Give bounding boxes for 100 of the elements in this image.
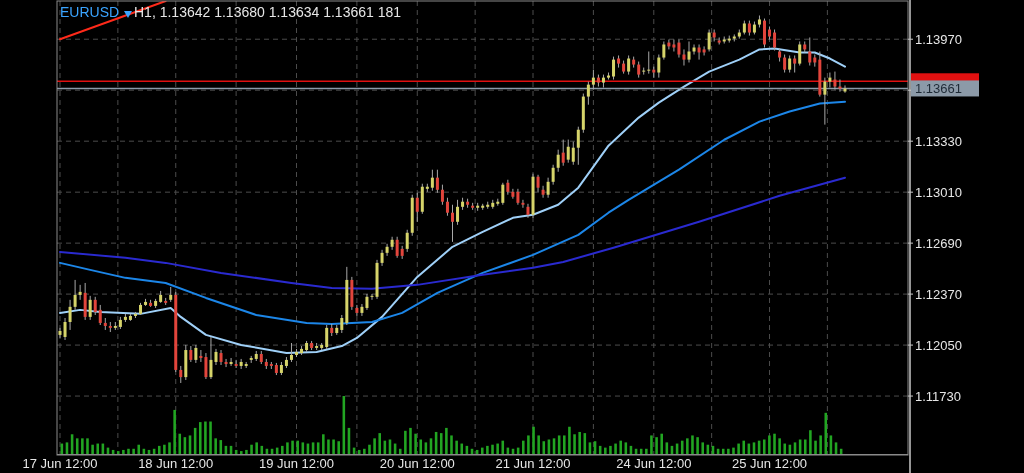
bar — [814, 440, 817, 454]
bar — [414, 433, 417, 454]
bar — [137, 444, 141, 454]
bar — [645, 448, 648, 454]
y-tick-label: 1.13010 — [915, 184, 962, 200]
bar — [742, 440, 746, 454]
candlestick — [647, 51, 651, 75]
candlestick — [672, 39, 676, 52]
candlestick — [657, 54, 661, 79]
line-series — [59, 176, 846, 290]
bar — [803, 439, 807, 454]
bar — [209, 421, 212, 454]
candlestick — [415, 192, 419, 223]
bar — [250, 444, 253, 454]
candlestick — [838, 79, 842, 93]
candlestick — [385, 243, 389, 257]
line-series — [59, 100, 846, 325]
bar — [491, 444, 494, 454]
bar — [332, 439, 335, 454]
bar — [255, 442, 258, 454]
candlestick — [823, 77, 827, 126]
bar — [127, 448, 130, 454]
bar — [322, 434, 325, 454]
bar — [737, 443, 740, 454]
candlestick — [591, 69, 595, 91]
candlestick — [390, 236, 394, 251]
bar — [486, 445, 489, 454]
bar — [240, 451, 243, 454]
x-tick-label: 19 Jun 12:00 — [258, 456, 335, 471]
bar — [696, 437, 699, 454]
bar — [173, 409, 176, 454]
bar — [660, 433, 663, 454]
bar — [701, 442, 705, 454]
candlestick — [68, 299, 72, 331]
ref-line-label: 1.13661 — [915, 81, 962, 96]
bar — [809, 430, 812, 454]
candlestick — [63, 317, 67, 341]
bar — [337, 441, 340, 454]
bar — [783, 443, 787, 454]
candlestick — [798, 40, 802, 67]
x-tick-label: 18 Jun 12:00 — [138, 456, 214, 471]
candlestick — [833, 71, 837, 91]
bar — [727, 448, 730, 454]
x-tick-label: 25 Jun 12:00 — [731, 456, 808, 471]
candlestick — [687, 40, 691, 63]
bar — [363, 448, 366, 454]
y-tick-label: 1.12690 — [915, 235, 962, 251]
bar — [573, 434, 576, 454]
candlestick — [546, 177, 550, 199]
candlestick — [561, 139, 565, 167]
candlestick — [677, 39, 681, 59]
bar — [721, 448, 725, 454]
candlestick — [405, 229, 409, 253]
candlestick — [702, 45, 706, 56]
candlestick — [541, 185, 545, 199]
candlestick — [445, 197, 449, 217]
x-tick-label: 21 Jun 12:00 — [495, 456, 571, 471]
bar — [132, 448, 135, 454]
x-tick-label: 17 Jun 12:00 — [22, 456, 98, 471]
candlestick — [224, 358, 228, 368]
candlestick — [682, 48, 686, 67]
candlestick — [627, 54, 631, 76]
bar — [404, 430, 407, 454]
candlestick — [194, 344, 198, 364]
candlestick — [576, 126, 580, 166]
candlestick — [229, 357, 233, 367]
bar — [480, 447, 484, 454]
bar — [537, 435, 540, 454]
bar — [522, 440, 525, 454]
bar — [578, 431, 581, 454]
candlestick — [571, 141, 575, 166]
bar — [501, 440, 505, 454]
bar — [819, 435, 822, 454]
y-tick-label: 1.11730 — [915, 388, 962, 404]
bar — [532, 426, 535, 454]
candlestick — [209, 336, 213, 380]
y-tick-label: 1.13970 — [915, 31, 962, 47]
bar — [398, 448, 402, 454]
bar — [245, 449, 248, 454]
y-tick-label: 1.13330 — [915, 133, 962, 149]
bar — [650, 435, 653, 454]
bar — [373, 438, 376, 454]
x-tick-label: 24 Jun 12:00 — [616, 456, 692, 471]
bar — [204, 421, 207, 454]
bar — [568, 426, 571, 454]
bar — [609, 445, 612, 454]
candlestick — [456, 199, 460, 226]
candlestick — [440, 184, 444, 206]
candlestick — [204, 352, 208, 380]
bar — [81, 438, 84, 454]
candlestick — [340, 314, 344, 334]
candlestick — [521, 199, 525, 209]
chart-subtitle: H1, 1.13642 1.13680 1.13634 1.13661 181 — [134, 4, 402, 20]
bar — [281, 445, 284, 454]
bar — [168, 442, 171, 454]
candlestick — [199, 349, 203, 363]
bar — [327, 439, 330, 454]
candlestick — [451, 204, 454, 243]
bar — [604, 447, 607, 454]
y-tick-label: 1.12050 — [915, 337, 962, 353]
